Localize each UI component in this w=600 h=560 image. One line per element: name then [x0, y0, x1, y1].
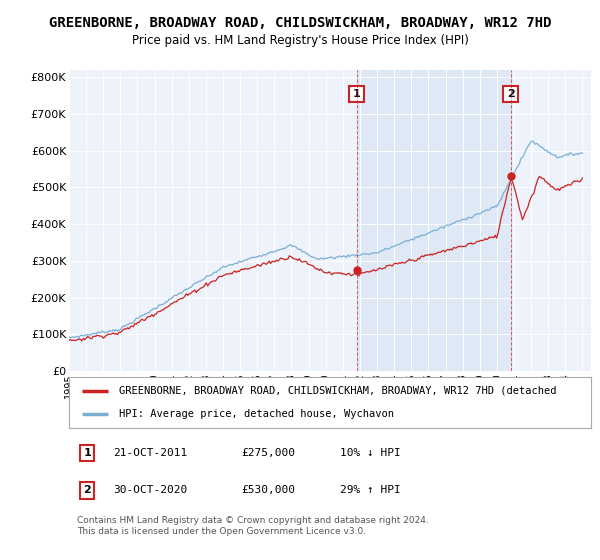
- Text: 21-OCT-2011: 21-OCT-2011: [113, 448, 188, 458]
- Text: 2: 2: [83, 486, 91, 496]
- Text: 30-OCT-2020: 30-OCT-2020: [113, 486, 188, 496]
- Text: Contains HM Land Registry data © Crown copyright and database right 2024.
This d: Contains HM Land Registry data © Crown c…: [77, 516, 428, 536]
- Text: £275,000: £275,000: [241, 448, 295, 458]
- Text: HPI: Average price, detached house, Wychavon: HPI: Average price, detached house, Wych…: [119, 409, 394, 419]
- Text: 1: 1: [353, 89, 361, 99]
- Text: £530,000: £530,000: [241, 486, 295, 496]
- Text: 1: 1: [83, 448, 91, 458]
- Text: 2: 2: [506, 89, 514, 99]
- Text: 29% ↑ HPI: 29% ↑ HPI: [340, 486, 401, 496]
- Bar: [356, 70, 511, 371]
- Text: 10% ↓ HPI: 10% ↓ HPI: [340, 448, 401, 458]
- Text: GREENBORNE, BROADWAY ROAD, CHILDSWICKHAM, BROADWAY, WR12 7HD (detached: GREENBORNE, BROADWAY ROAD, CHILDSWICKHAM…: [119, 386, 556, 395]
- Text: GREENBORNE, BROADWAY ROAD, CHILDSWICKHAM, BROADWAY, WR12 7HD: GREENBORNE, BROADWAY ROAD, CHILDSWICKHAM…: [49, 16, 551, 30]
- Text: Price paid vs. HM Land Registry's House Price Index (HPI): Price paid vs. HM Land Registry's House …: [131, 34, 469, 46]
